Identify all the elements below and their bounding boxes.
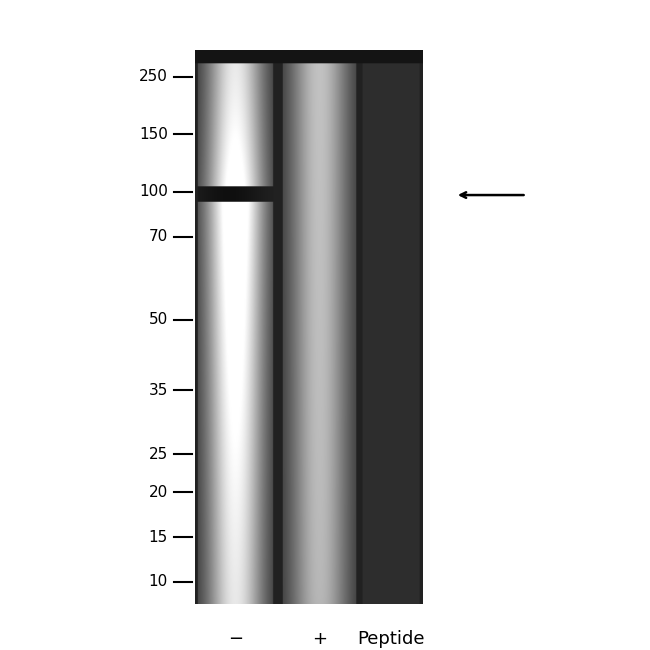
Text: 250: 250: [139, 70, 168, 84]
Text: 50: 50: [148, 312, 168, 327]
Text: 100: 100: [139, 185, 168, 200]
Text: −: −: [228, 630, 243, 648]
Text: 35: 35: [148, 383, 168, 398]
Text: 15: 15: [148, 530, 168, 545]
Text: 20: 20: [148, 485, 168, 500]
Text: 25: 25: [148, 447, 168, 461]
Text: 70: 70: [148, 229, 168, 244]
Text: 150: 150: [139, 127, 168, 142]
Text: +: +: [312, 630, 327, 648]
Text: Peptide: Peptide: [358, 630, 424, 648]
Text: 10: 10: [148, 575, 168, 590]
